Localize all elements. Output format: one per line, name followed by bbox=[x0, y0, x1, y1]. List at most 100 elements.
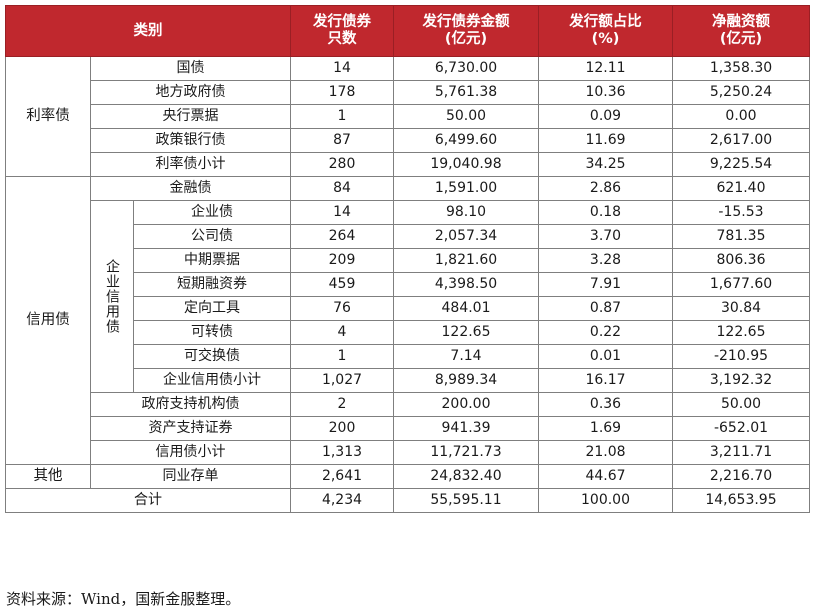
cell-amount: 941.39 bbox=[393, 416, 539, 441]
table-row: 中期票据 209 1,821.60 3.28 806.36 bbox=[6, 248, 810, 273]
cell-count: 209 bbox=[290, 248, 394, 273]
cell-ratio: 34.25 bbox=[538, 152, 673, 177]
cell-net: -15.53 bbox=[672, 200, 810, 225]
cell-amount: 98.10 bbox=[393, 200, 539, 225]
cell-amount: 55,595.11 bbox=[393, 488, 539, 513]
cell-count: 459 bbox=[290, 272, 394, 297]
cell-ratio: 12.11 bbox=[538, 56, 673, 81]
header-row: 类别 发行债券 只数 发行债券金额 (亿元) 发行额占比 (%) 净融资额 (亿元) bbox=[5, 5, 810, 57]
cell-ratio: 1.69 bbox=[538, 416, 673, 441]
cell-count: 14 bbox=[290, 200, 394, 225]
cell-amount: 200.00 bbox=[393, 392, 539, 417]
cell-ratio: 0.87 bbox=[538, 296, 673, 321]
cell-net: 5,250.24 bbox=[672, 80, 810, 105]
row-name: 企业信用债小计 bbox=[133, 368, 291, 393]
table-row: 地方政府债 178 5,761.38 10.36 5,250.24 bbox=[6, 80, 810, 105]
row-name: 资产支持证券 bbox=[90, 416, 291, 441]
cell-count: 1,313 bbox=[290, 440, 394, 465]
header-ratio: 发行额占比 (%) bbox=[538, 5, 673, 57]
table-row-subtotal: 信用债小计 1,313 11,721.73 21.08 3,211.71 bbox=[6, 440, 810, 465]
cell-net: 806.36 bbox=[672, 248, 810, 273]
cell-count: 1 bbox=[290, 104, 394, 129]
cell-net: 1,677.60 bbox=[672, 272, 810, 297]
cell-count: 280 bbox=[290, 152, 394, 177]
cell-ratio: 2.86 bbox=[538, 176, 673, 201]
row-name: 金融债 bbox=[90, 176, 291, 201]
table-row: 短期融资券 459 4,398.50 7.91 1,677.60 bbox=[6, 272, 810, 297]
cell-count: 1,027 bbox=[290, 368, 394, 393]
cell-ratio: 0.09 bbox=[538, 104, 673, 129]
row-name: 中期票据 bbox=[133, 248, 291, 273]
cell-amount: 1,591.00 bbox=[393, 176, 539, 201]
cell-amount: 50.00 bbox=[393, 104, 539, 129]
cell-count: 4 bbox=[290, 320, 394, 345]
table-row-subtotal: 企业信用债小计 1,027 8,989.34 16.17 3,192.32 bbox=[6, 368, 810, 393]
table-row-total: 合计 4,234 55,595.11 100.00 14,653.95 bbox=[5, 488, 810, 513]
row-name: 利率债小计 bbox=[90, 152, 291, 177]
cell-ratio: 3.28 bbox=[538, 248, 673, 273]
cell-net: -210.95 bbox=[672, 344, 810, 369]
source-note: 资料来源：Wind，国新金服整理。 bbox=[6, 590, 241, 608]
table-row: 信用债 金融债 84 1,591.00 2.86 621.40 bbox=[5, 176, 810, 465]
table-row: 其他 同业存单 2,641 24,832.40 44.67 2,216.70 bbox=[5, 464, 810, 489]
cell-ratio: 10.36 bbox=[538, 80, 673, 105]
cell-count: 264 bbox=[290, 224, 394, 249]
cell-amount: 6,730.00 bbox=[393, 56, 539, 81]
cell-count: 14 bbox=[290, 56, 394, 81]
row-name: 可交换债 bbox=[133, 344, 291, 369]
row-name: 信用债小计 bbox=[90, 440, 291, 465]
group-corporate-credit: 企业信用债 bbox=[90, 200, 134, 393]
cell-net: 2,216.70 bbox=[672, 464, 810, 489]
table-row: 企业信用债 企业债 14 98.10 0.18 -15.53 bbox=[6, 200, 810, 393]
table-row: 央行票据 1 50.00 0.09 0.00 bbox=[6, 104, 810, 129]
group-other: 其他 bbox=[5, 464, 91, 489]
cell-net: 2,617.00 bbox=[672, 128, 810, 153]
cell-ratio: 3.70 bbox=[538, 224, 673, 249]
row-name: 短期融资券 bbox=[133, 272, 291, 297]
cell-net: 3,211.71 bbox=[672, 440, 810, 465]
header-category: 类别 bbox=[5, 5, 291, 57]
cell-amount: 122.65 bbox=[393, 320, 539, 345]
cell-count: 2 bbox=[290, 392, 394, 417]
table-row: 政策银行债 87 6,499.60 11.69 2,617.00 bbox=[6, 128, 810, 153]
cell-count: 2,641 bbox=[290, 464, 394, 489]
header-amount: 发行债券金额 (亿元) bbox=[393, 5, 539, 57]
row-name: 政府支持机构债 bbox=[90, 392, 291, 417]
cell-net: 9,225.54 bbox=[672, 152, 810, 177]
header-count: 发行债券 只数 bbox=[290, 5, 394, 57]
cell-ratio: 21.08 bbox=[538, 440, 673, 465]
cell-amount: 5,761.38 bbox=[393, 80, 539, 105]
cell-ratio: 0.18 bbox=[538, 200, 673, 225]
cell-count: 4,234 bbox=[290, 488, 394, 513]
cell-count: 1 bbox=[290, 344, 394, 369]
cell-ratio: 0.22 bbox=[538, 320, 673, 345]
table-row: 政府支持机构债 2 200.00 0.36 50.00 bbox=[6, 392, 810, 417]
row-name: 地方政府债 bbox=[90, 80, 291, 105]
cell-ratio: 44.67 bbox=[538, 464, 673, 489]
cell-ratio: 16.17 bbox=[538, 368, 673, 393]
cell-ratio: 0.01 bbox=[538, 344, 673, 369]
cell-count: 178 bbox=[290, 80, 394, 105]
cell-amount: 6,499.60 bbox=[393, 128, 539, 153]
cell-count: 84 bbox=[290, 176, 394, 201]
cell-net: -652.01 bbox=[672, 416, 810, 441]
table-row: 资产支持证券 200 941.39 1.69 -652.01 bbox=[6, 416, 810, 441]
cell-amount: 4,398.50 bbox=[393, 272, 539, 297]
row-name: 企业债 bbox=[133, 200, 291, 225]
table-row-subtotal: 利率债小计 280 19,040.98 34.25 9,225.54 bbox=[6, 152, 810, 177]
row-name: 国债 bbox=[90, 56, 291, 81]
group-credit: 信用债 bbox=[5, 176, 91, 465]
cell-amount: 19,040.98 bbox=[393, 152, 539, 177]
cell-net: 1,358.30 bbox=[672, 56, 810, 81]
cell-net: 50.00 bbox=[672, 392, 810, 417]
header-net: 净融资额 (亿元) bbox=[672, 5, 810, 57]
cell-ratio: 100.00 bbox=[538, 488, 673, 513]
row-name: 公司债 bbox=[133, 224, 291, 249]
cell-net: 122.65 bbox=[672, 320, 810, 345]
row-name: 定向工具 bbox=[133, 296, 291, 321]
cell-amount: 484.01 bbox=[393, 296, 539, 321]
table-row: 可交换债 1 7.14 0.01 -210.95 bbox=[6, 344, 810, 369]
cell-amount: 24,832.40 bbox=[393, 464, 539, 489]
bond-issuance-table: 类别 发行债券 只数 发行债券金额 (亿元) 发行额占比 (%) 净融资额 (亿元) 利… bbox=[5, 5, 810, 513]
